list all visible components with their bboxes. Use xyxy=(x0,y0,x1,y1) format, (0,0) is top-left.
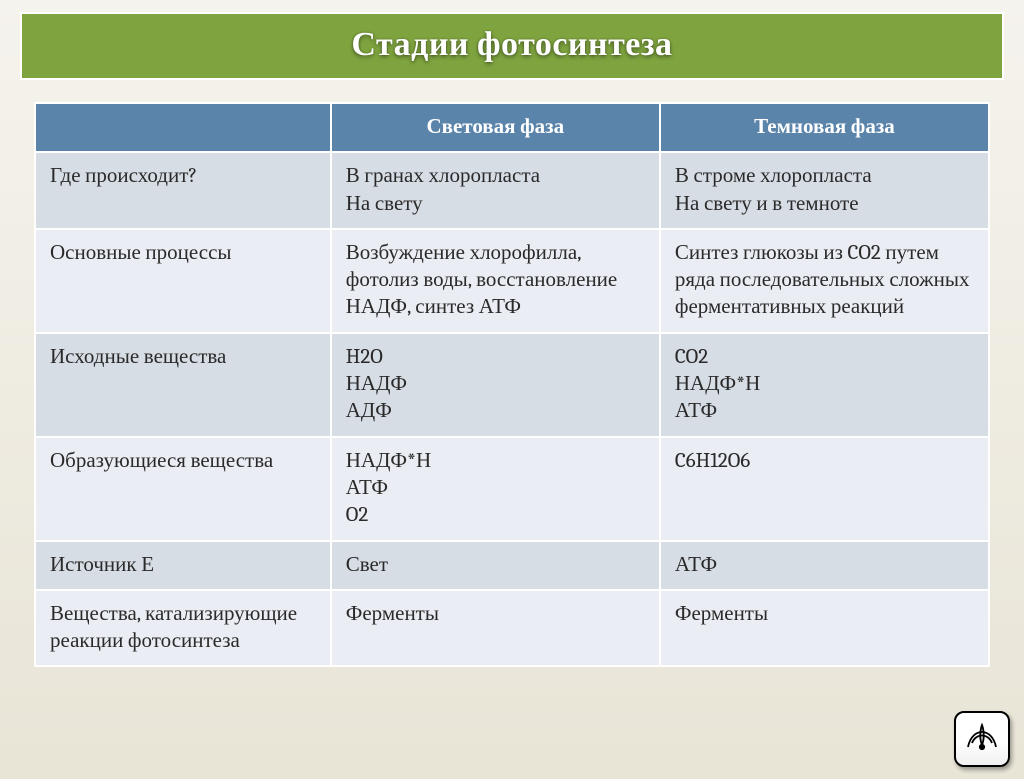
cell-dark: Ферменты xyxy=(660,590,989,667)
title-bar: Стадии фотосинтеза xyxy=(20,12,1004,80)
table-row: Где происходит? В гранах хлоропластаНа с… xyxy=(35,152,989,229)
cell-dark: CO2НАДФ*НАТФ xyxy=(660,333,989,437)
cell-light: H2OНАДФАДФ xyxy=(331,333,660,437)
header-empty xyxy=(35,103,331,152)
table-row: Образующиеся вещества НАДФ*НАТФO2 C6H12O… xyxy=(35,437,989,541)
cell-light: НАДФ*НАТФO2 xyxy=(331,437,660,541)
table-row: Источник Е Свет АТФ xyxy=(35,541,989,590)
row-label: Основные процессы xyxy=(35,229,331,333)
cell-dark: C6H12O6 xyxy=(660,437,989,541)
table-row: Вещества, катализирующие реакции фотосин… xyxy=(35,590,989,667)
watermark-stamp xyxy=(954,711,1010,767)
cell-light: Ферменты xyxy=(331,590,660,667)
flourish-icon xyxy=(962,717,1002,761)
cell-dark: В строме хлоропластаНа свету и в темноте xyxy=(660,152,989,229)
header-light-phase: Световая фаза xyxy=(331,103,660,152)
cell-dark: Синтез глюкозы из CO2 путем ряда последо… xyxy=(660,229,989,333)
row-label: Образующиеся вещества xyxy=(35,437,331,541)
cell-dark: АТФ xyxy=(660,541,989,590)
row-label: Где происходит? xyxy=(35,152,331,229)
photosynthesis-table: Световая фаза Темновая фаза Где происход… xyxy=(34,102,990,667)
table-header-row: Световая фаза Темновая фаза xyxy=(35,103,989,152)
header-dark-phase: Темновая фаза xyxy=(660,103,989,152)
cell-light: Свет xyxy=(331,541,660,590)
cell-light: В гранах хлоропластаНа свету xyxy=(331,152,660,229)
row-label: Вещества, катализирующие реакции фотосин… xyxy=(35,590,331,667)
cell-light: Возбуждение хлорофилла, фотолиз воды, во… xyxy=(331,229,660,333)
comparison-table: Световая фаза Темновая фаза Где происход… xyxy=(34,102,990,667)
row-label: Исходные вещества xyxy=(35,333,331,437)
table-row: Основные процессы Возбуждение хлорофилла… xyxy=(35,229,989,333)
row-label: Источник Е xyxy=(35,541,331,590)
table-row: Исходные вещества H2OНАДФАДФ CO2НАДФ*НАТ… xyxy=(35,333,989,437)
page-title: Стадии фотосинтеза xyxy=(22,24,1002,64)
